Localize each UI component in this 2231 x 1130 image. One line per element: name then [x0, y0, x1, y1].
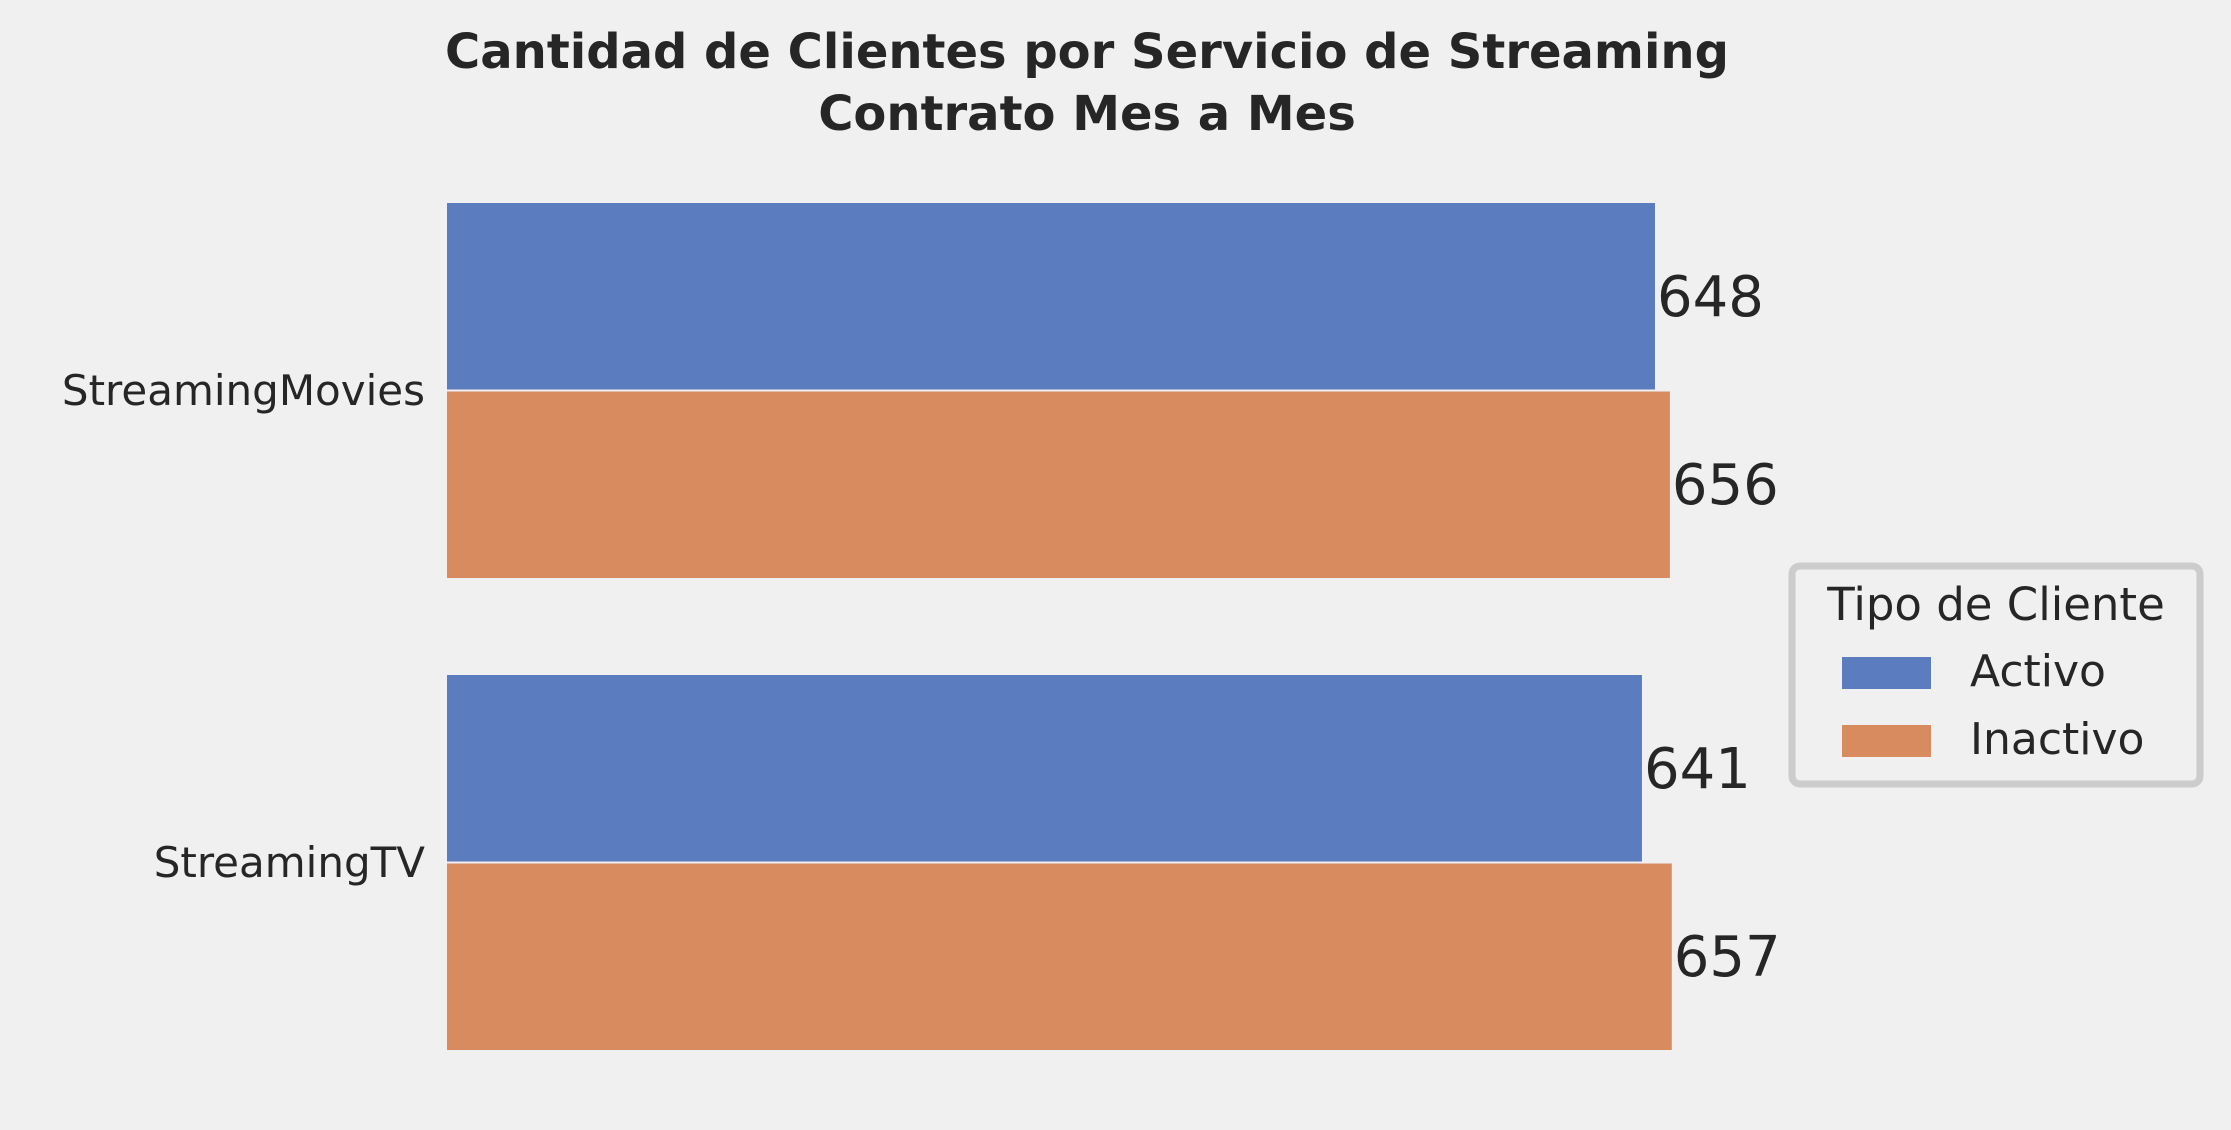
- value-label-streamingtv-activo: 641: [1644, 737, 1751, 802]
- legend-label-inactivo: Inactivo: [1970, 714, 2144, 765]
- category-label-streamingtv: StreamingTV: [154, 838, 426, 887]
- legend-label-activo: Activo: [1970, 646, 2106, 697]
- category-labels: StreamingMovies StreamingTV: [62, 366, 425, 887]
- value-label-streamingmovies-activo: 648: [1657, 265, 1764, 330]
- legend: Tipo de Cliente Activo Inactivo: [1788, 562, 2204, 788]
- legend-items: Activo Inactivo: [1842, 646, 2144, 765]
- bar-streamingtv-inactivo: [447, 863, 1672, 1050]
- bar-streamingtv-activo: [447, 675, 1642, 862]
- legend-swatch-inactivo: [1842, 725, 1931, 757]
- legend-title: Tipo de Cliente: [1826, 578, 2165, 631]
- chart-subtitle: Contrato Mes a Mes: [818, 86, 1356, 142]
- value-label-streamingmovies-inactivo: 656: [1672, 453, 1779, 518]
- value-label-streamingtv-inactivo: 657: [1674, 925, 1781, 990]
- bar-streamingmovies-activo: [447, 203, 1655, 390]
- bars-group: [447, 203, 1672, 1050]
- category-label-streamingmovies: StreamingMovies: [62, 366, 425, 415]
- chart-title: Cantidad de Clientes por Servicio de Str…: [445, 24, 1729, 80]
- legend-swatch-activo: [1842, 657, 1931, 689]
- value-labels: 648 656 641 657: [1644, 265, 1781, 990]
- bar-streamingmovies-inactivo: [447, 391, 1670, 578]
